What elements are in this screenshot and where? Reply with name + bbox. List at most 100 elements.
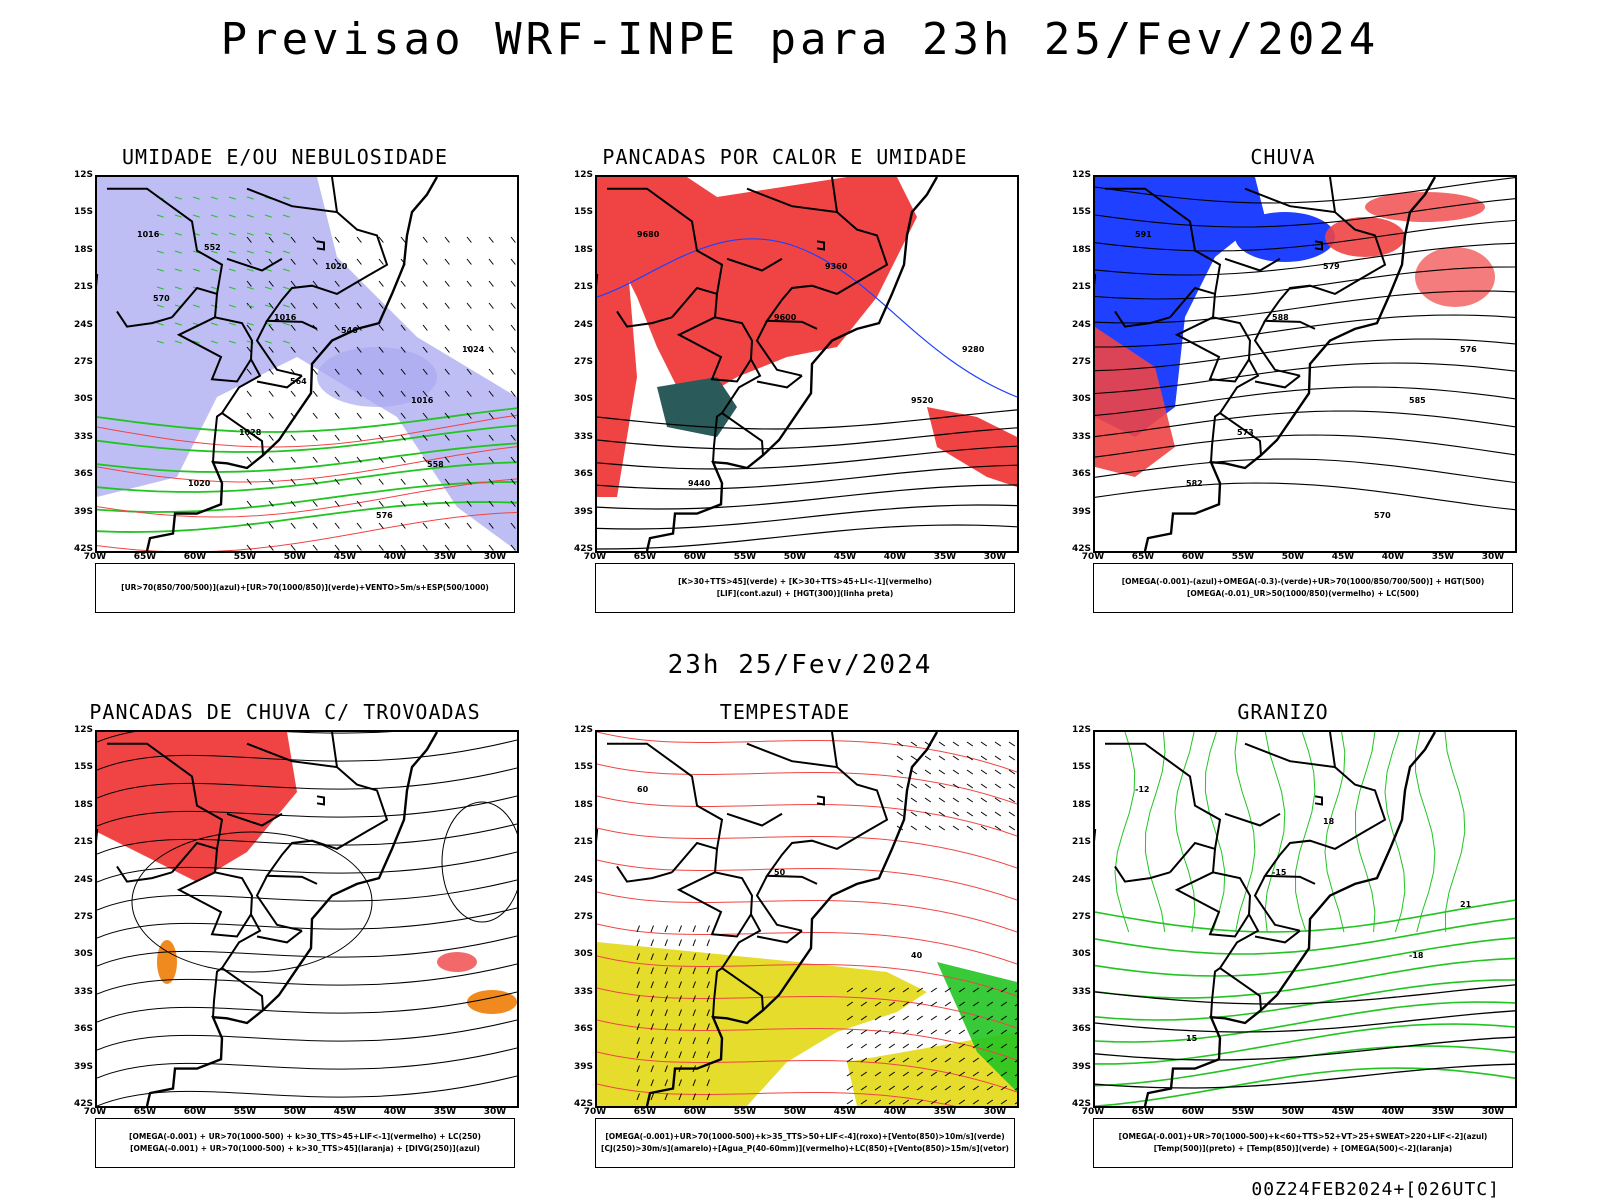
wind-vector <box>228 214 236 218</box>
longitude-label: 40W <box>1381 1107 1405 1117</box>
wind-vector <box>282 304 290 308</box>
wind-vector <box>944 1043 952 1049</box>
wind-vector <box>896 741 904 747</box>
wind-vector <box>692 1093 696 1101</box>
contour-value-label: 1024 <box>462 345 485 354</box>
wind-vector <box>466 258 472 265</box>
wind-vector <box>902 1099 910 1105</box>
political-border <box>755 320 803 377</box>
wind-vector <box>636 967 640 975</box>
wind-vector <box>312 412 318 419</box>
run-timestamp: 00Z24FEB2024+[026UTC] <box>1251 1179 1500 1200</box>
wind-vector <box>268 544 274 551</box>
wind-vector <box>246 324 252 331</box>
wind-vector <box>1014 1046 1017 1049</box>
wind-vector <box>706 1051 710 1059</box>
contour-value-label: 9520 <box>911 396 934 405</box>
wind-vector <box>986 987 994 993</box>
wind-vector <box>444 412 450 419</box>
wind-vector <box>466 280 472 287</box>
latitude-label: 42S <box>573 1099 593 1109</box>
wind-vector <box>290 280 296 287</box>
wind-vector <box>958 987 966 993</box>
wind-vector <box>678 967 682 975</box>
wind-vector <box>282 250 290 254</box>
wind-vector <box>192 214 200 218</box>
wind-vector <box>994 797 1002 803</box>
contour-line <box>97 442 517 473</box>
contour-value-label: 9600 <box>774 313 797 322</box>
wind-vector <box>944 1015 952 1021</box>
wind-vector <box>400 478 406 485</box>
wind-vector <box>1008 741 1016 747</box>
longitude-label: 70W <box>1081 1107 1105 1117</box>
wind-vector <box>246 280 252 287</box>
latitude-label: 42S <box>73 544 93 554</box>
latitude-label: 21S <box>1071 837 1091 848</box>
wind-vector <box>706 967 710 975</box>
panel-legend: [OMEGA(-0.001)-(azul)+OMEGA(-0.3)-(verde… <box>1093 563 1513 613</box>
wind-vector <box>268 324 274 331</box>
contour-value-label: 588 <box>1272 313 1289 322</box>
wind-vector <box>706 1037 710 1045</box>
wind-vector <box>264 286 272 290</box>
wind-vector <box>972 1043 980 1049</box>
longitude-label: 35W <box>433 1107 457 1117</box>
wind-vector <box>888 1029 896 1035</box>
longitude-label: 40W <box>883 1107 907 1117</box>
lif-contour <box>597 238 1017 398</box>
latitude-label: 27S <box>573 912 593 922</box>
wind-vector <box>422 324 428 331</box>
wind-vector <box>916 1043 924 1049</box>
wind-vector <box>356 258 362 265</box>
streamline <box>97 1075 517 1106</box>
wind-vector <box>994 769 1002 775</box>
wind-vector <box>1008 755 1016 761</box>
wind-vector <box>678 1051 682 1059</box>
wind-vector <box>444 522 450 529</box>
wind-vector <box>290 478 296 485</box>
contour-line <box>1095 984 1515 1005</box>
streamline <box>97 907 517 939</box>
wind-vector <box>966 797 974 803</box>
wind-vector <box>466 390 472 397</box>
wind-vector <box>422 522 428 529</box>
wind-vector <box>290 456 296 463</box>
wind-vector <box>246 544 252 551</box>
wind-vector <box>378 302 384 309</box>
wind-vector <box>980 755 988 761</box>
contour-line <box>1095 1067 1515 1106</box>
wind-vector <box>980 797 988 803</box>
longitude-label: 35W <box>433 552 457 562</box>
contour-value-label: 552 <box>204 243 221 252</box>
wind-vector <box>910 811 918 817</box>
latitude-label: 39S <box>573 1061 593 1072</box>
wind-vector <box>958 1057 966 1063</box>
latitude-label: 15S <box>1071 207 1091 218</box>
wind-vector <box>1014 1074 1017 1077</box>
wind-vector <box>510 412 516 419</box>
wind-vector <box>268 522 274 529</box>
unstable-area-shading <box>597 237 637 497</box>
wind-vector <box>930 1099 938 1105</box>
latitude-label: 39S <box>1071 1061 1091 1072</box>
latitude-label: 30S <box>573 949 593 960</box>
wind-vector <box>422 412 428 419</box>
wind-vector <box>636 939 640 947</box>
political-border <box>212 412 223 463</box>
wind-vector <box>1000 1015 1008 1021</box>
contour-line <box>1095 482 1515 511</box>
political-border <box>765 766 889 885</box>
wind-vector <box>860 1029 868 1035</box>
wind-vector <box>510 302 516 309</box>
wind-vector <box>678 1009 682 1017</box>
longitude-label: 50W <box>283 1107 307 1117</box>
contour-value-label: 570 <box>153 294 170 303</box>
wind-vector <box>400 544 406 551</box>
wind-vector <box>378 368 384 375</box>
contour-value-label: 576 <box>376 511 393 520</box>
wind-vector <box>938 797 946 803</box>
wind-vector <box>1014 990 1017 993</box>
longitude-label: 65W <box>1131 552 1155 562</box>
unstable-area-shading <box>597 177 917 407</box>
